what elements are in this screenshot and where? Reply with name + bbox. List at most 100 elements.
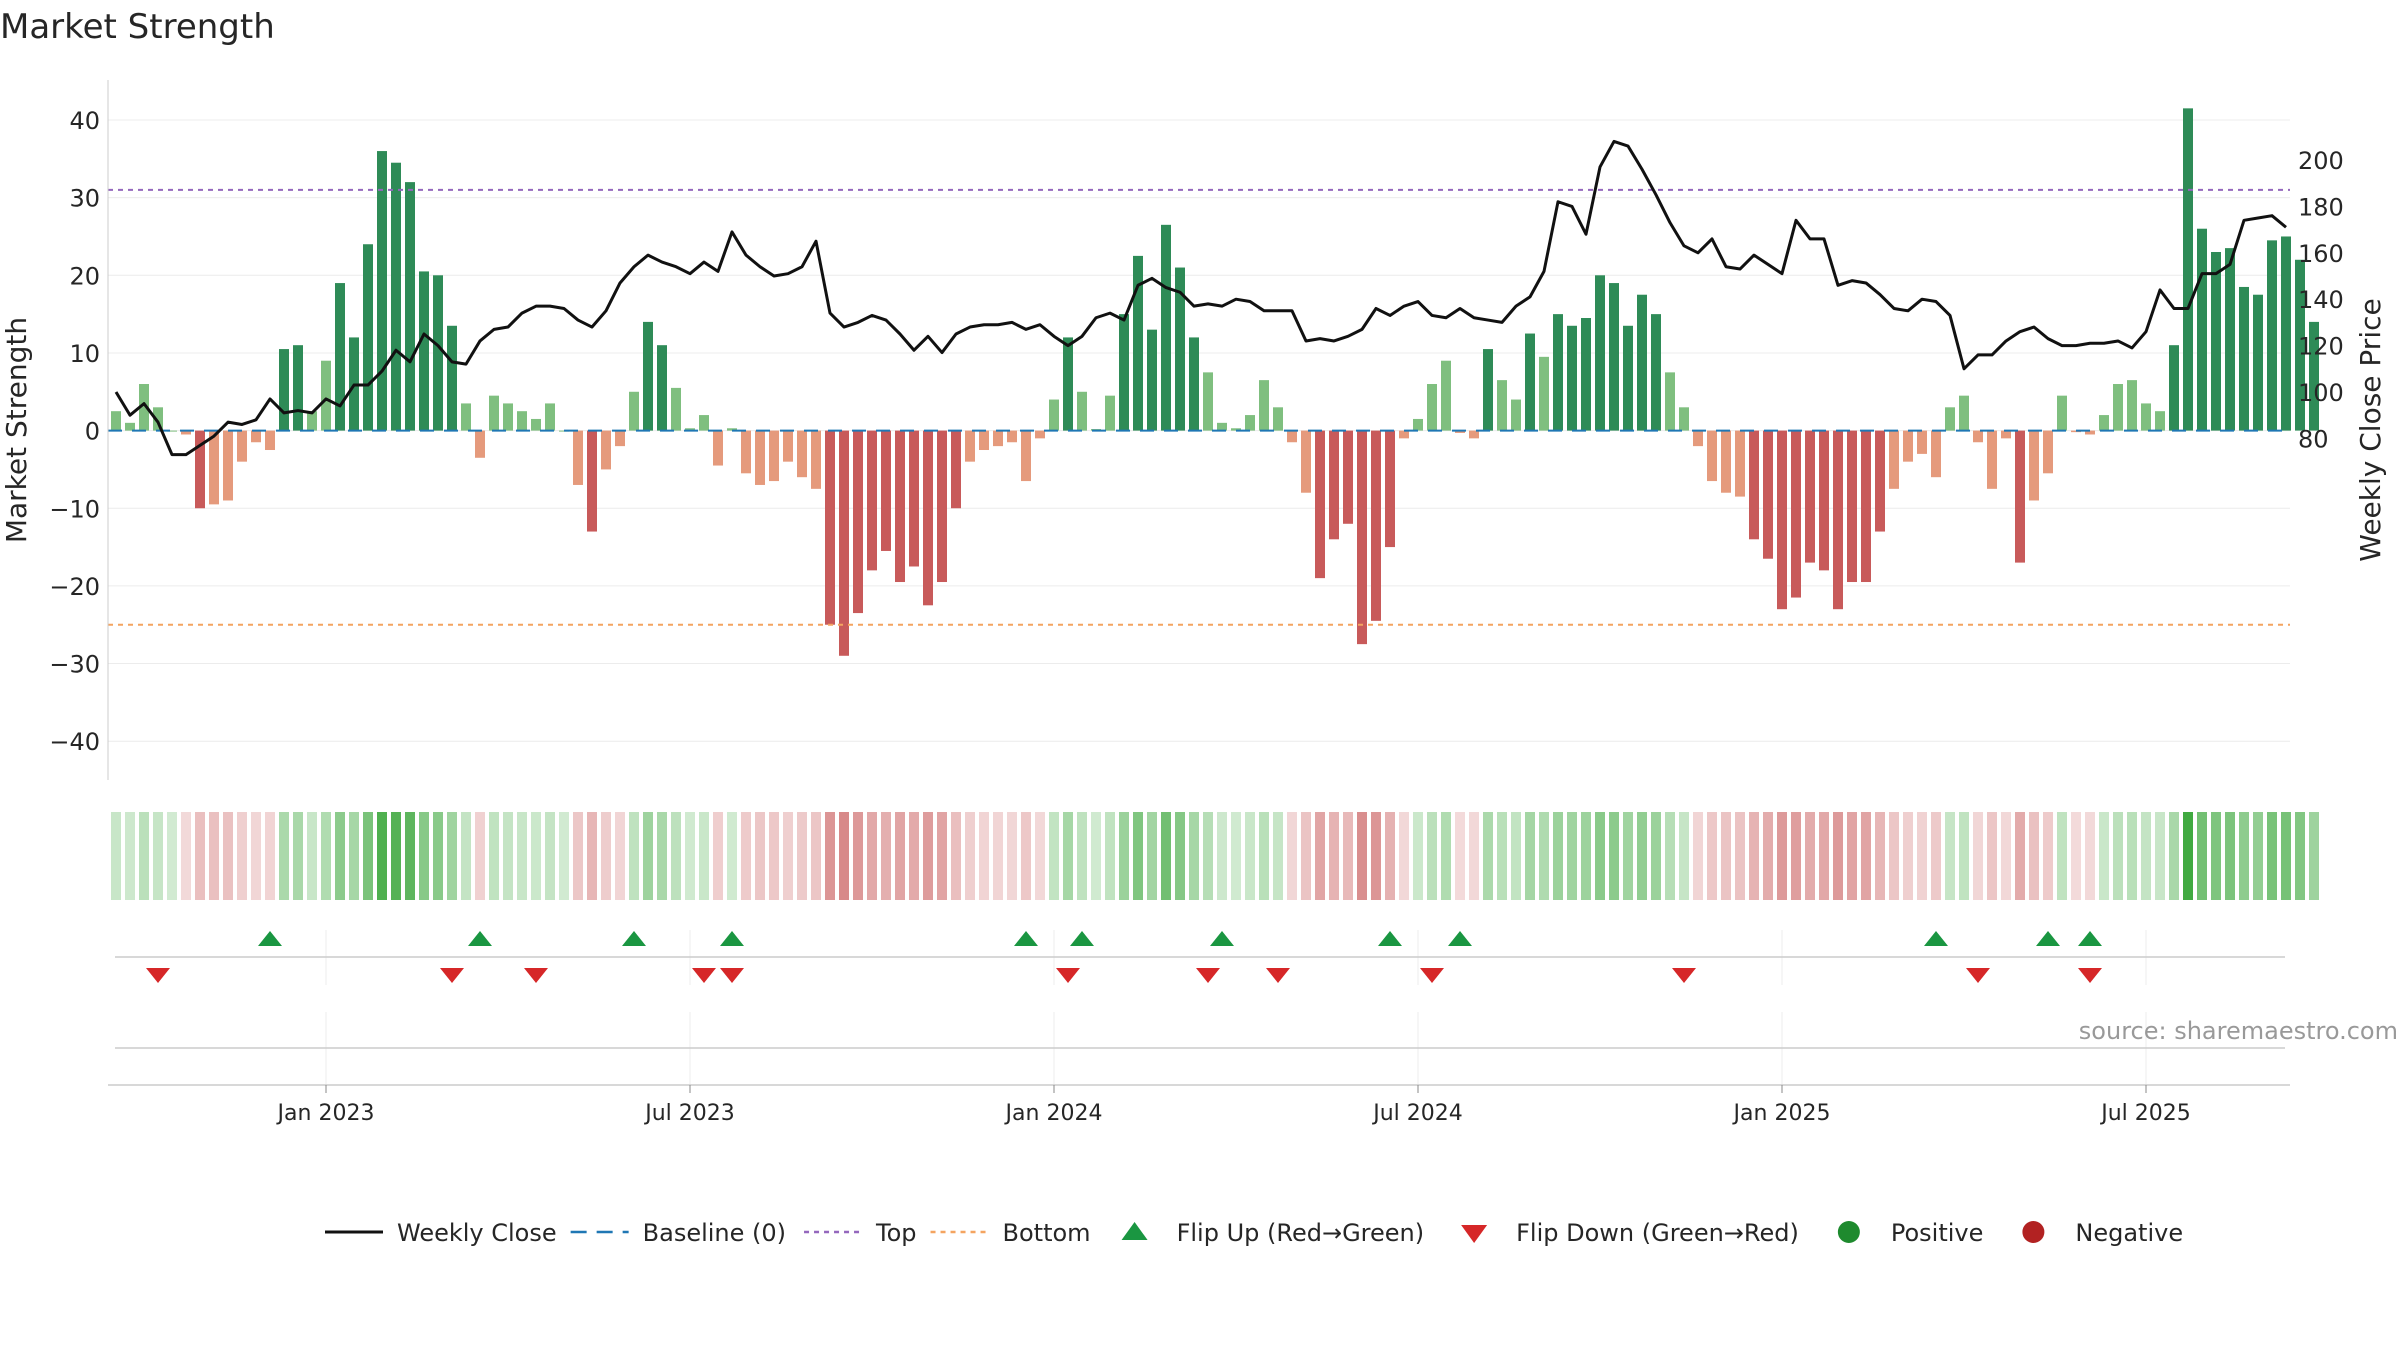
legend-label: Baseline (0) [643,1219,786,1247]
legend-label: Top [875,1219,917,1247]
strip-cell [531,812,541,900]
strip-cell [629,812,639,900]
y-tick-label: 40 [69,107,100,135]
strength-bar [2001,430,2011,439]
strength-bar [727,428,737,431]
strip-cell [2127,812,2137,900]
strength-bar [447,325,457,431]
strength-bar [881,430,891,551]
strip-cell [615,812,625,900]
strip-cell [909,812,919,900]
strip-cell [2169,812,2179,900]
strip-cell [937,812,947,900]
strip-cell [1441,812,1451,900]
strength-bar [1721,430,1731,493]
strip-cell [1805,812,1815,900]
y-axis-label: Market Strength [0,317,33,543]
strength-bar [1371,430,1381,621]
strip-cell [1203,812,1213,900]
strength-bar [1581,318,1591,431]
strength-bar [741,430,751,474]
strength-bar [1203,372,1213,431]
strip-cell [1637,812,1647,900]
strength-bar [2225,248,2235,431]
legend-swatch [1837,1221,1860,1243]
strip-cell [587,812,597,900]
strip-cell [153,812,163,900]
strip-cell [209,812,219,900]
chart-title: Market Strength [0,7,275,47]
flip-up-marker [258,931,282,946]
x-tick-label: Jan 2023 [276,1101,375,1126]
y2-tick-label: 180 [2298,193,2344,221]
strip-cell [559,812,569,900]
strength-bar [811,430,821,489]
strength-bar [1133,255,1143,431]
strength-bar [867,430,877,571]
strength-bar [1315,430,1325,579]
strength-bar [1357,430,1367,645]
strip-cell [2001,812,2011,900]
strip-cell [167,812,177,900]
strength-bar [1665,372,1675,431]
strip-cell [2029,812,2039,900]
strip-cell [1427,812,1437,900]
strip-cell [111,812,121,900]
flip-down-marker [1266,968,1290,983]
strip-cell [223,812,233,900]
flip-down-marker [1056,968,1080,983]
strip-cell [825,812,835,900]
strength-bar [1217,422,1227,431]
strip-cell [573,812,583,900]
strip-cell [1119,812,1129,900]
strip-cell [741,812,751,900]
x-tick-label: Jan 2025 [1732,1101,1831,1126]
strip-cell [1049,812,1059,900]
strength-bar [1231,428,1241,431]
strip-cell [419,812,429,900]
strength-bar [1777,430,1787,610]
strength-bar [321,360,331,431]
strip-cell [727,812,737,900]
strength-bar [265,430,275,451]
strength-bar [671,387,681,431]
strip-cell [1721,812,1731,900]
strip-cell [2197,812,2207,900]
strip-cell [2295,812,2305,900]
strip-cell [965,812,975,900]
strength-bar [2141,403,2151,431]
strength-bar [1175,267,1185,431]
flip-down-marker [1196,968,1220,983]
y2-tick-label: 120 [2298,333,2344,361]
strip-cell [1917,812,1927,900]
strength-bar [2057,395,2067,431]
strength-bar [2281,236,2291,431]
strength-bar [1763,430,1773,559]
strip-cell [1035,812,1045,900]
strength-bar [2015,430,2025,563]
strip-cell [1287,812,1297,900]
strip-cell [1679,812,1689,900]
strip-cell [1343,812,1353,900]
strip-cell [797,812,807,900]
strip-cell [1819,812,1829,900]
flip-up-marker [622,931,646,946]
strip-cell [993,812,1003,900]
strip-cell [1077,812,1087,900]
strip-cell [1875,812,1885,900]
y-tick-label: −40 [49,728,100,756]
strength-bar [769,430,779,482]
y-tick-label: 30 [69,185,100,213]
strength-bar [1105,395,1115,431]
strip-cell [1189,812,1199,900]
strip-cell [349,812,359,900]
strip-cell [1623,812,1633,900]
strength-bar [909,430,919,567]
strength-bar [1525,333,1535,431]
strength-bar [461,403,471,431]
legend-label: Weekly Close [397,1219,557,1247]
strip-cell [1469,812,1479,900]
strength-bar [503,403,513,431]
